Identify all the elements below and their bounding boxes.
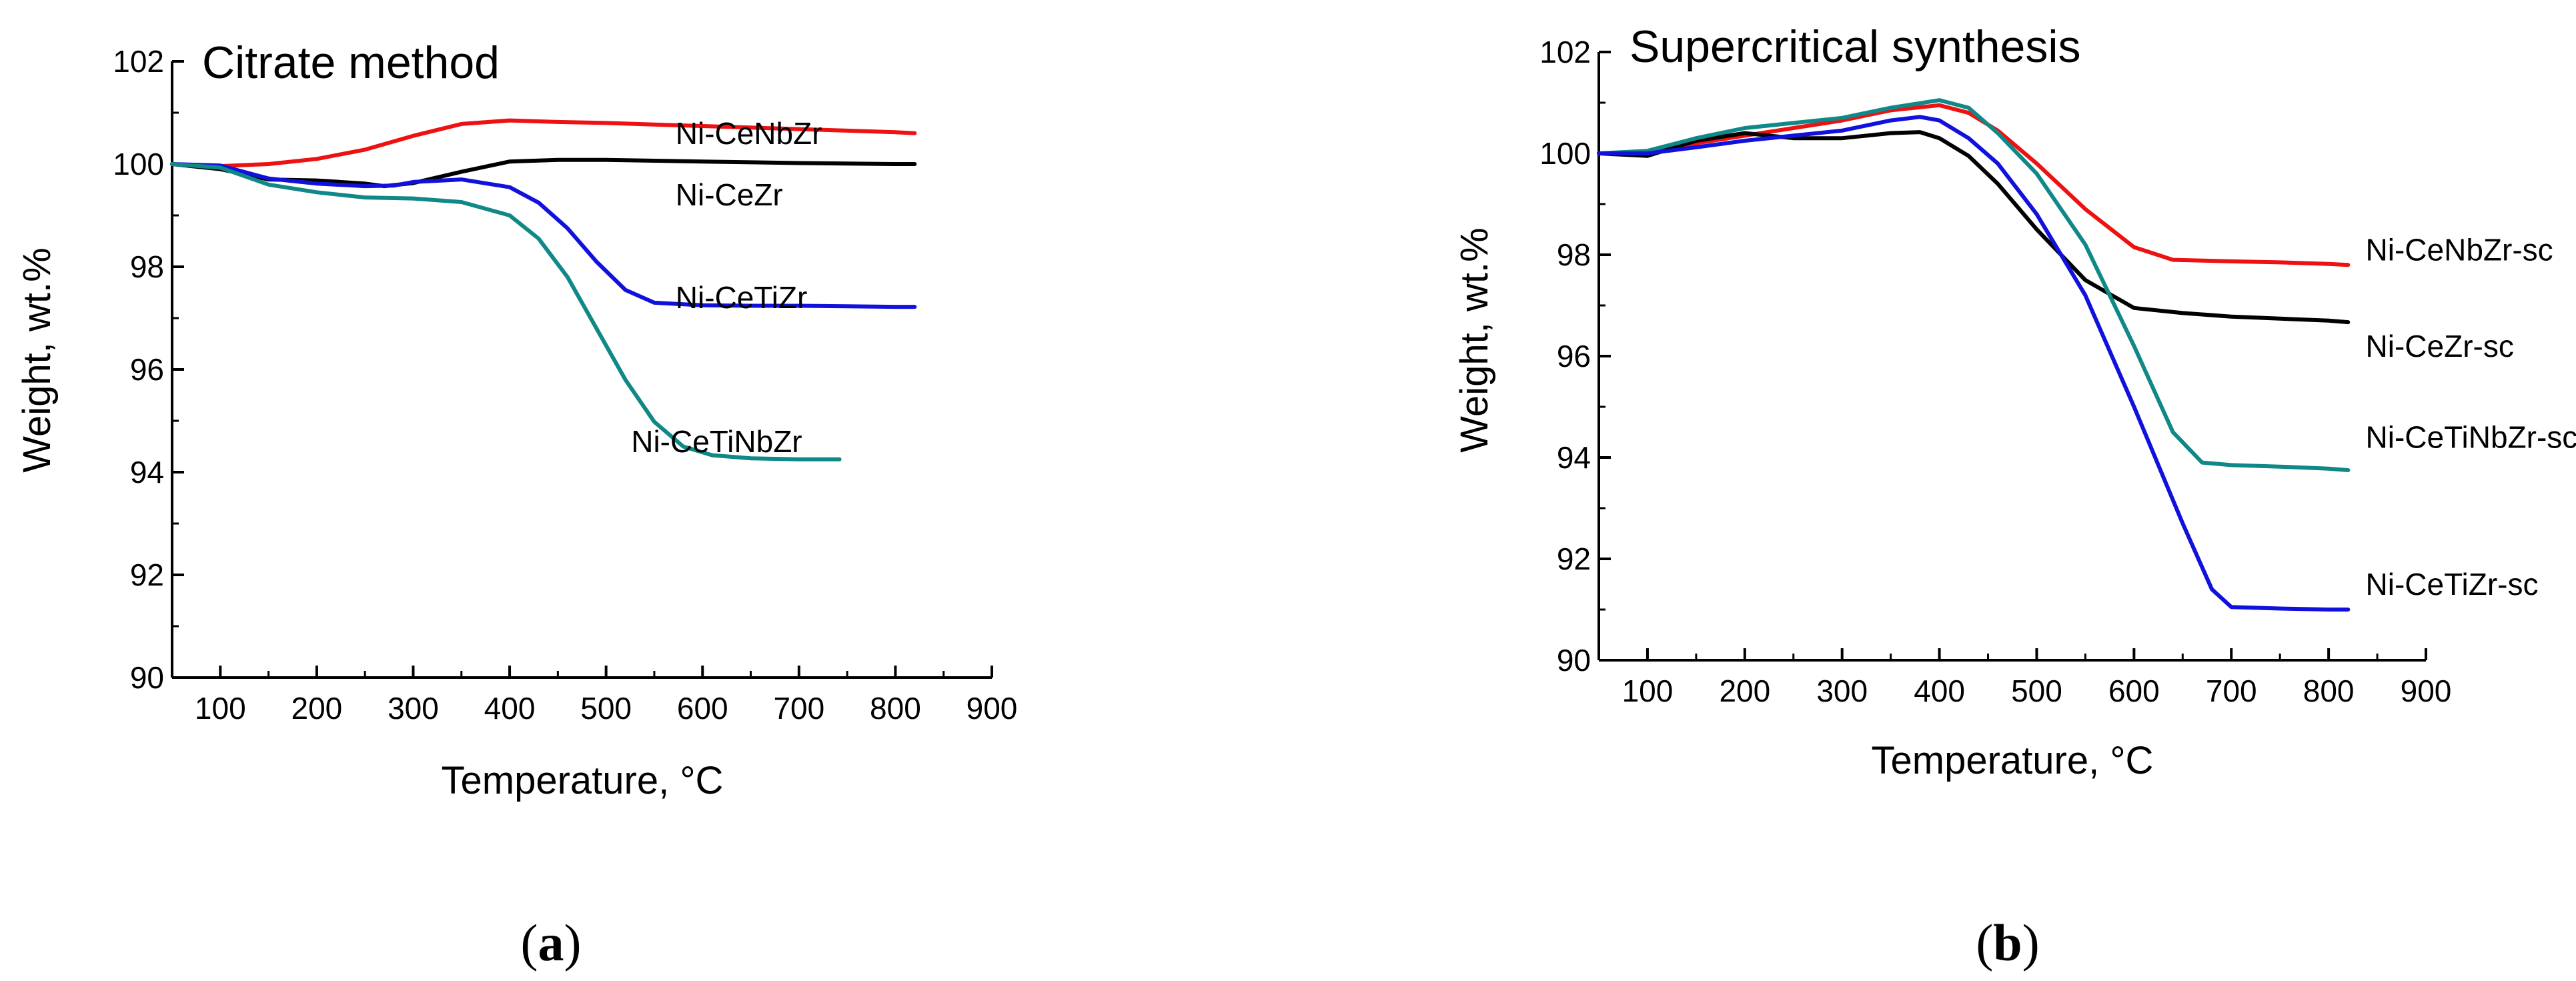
panel-b-series-label-ni-cenbzr-sc: Ni-CeNbZr-sc (2366, 232, 2553, 267)
panel-b-letter-text: b (1993, 914, 2022, 972)
panel-b-y-tick-label: 94 (1557, 440, 1591, 475)
panel-a-y-tick-label: 92 (130, 558, 164, 592)
panel-a-x-tick-label: 400 (484, 691, 536, 726)
panel-a-x-tick-label: 700 (773, 691, 824, 726)
panel-a-letter: (a) (521, 914, 582, 972)
panel-a-series-label-ni-cezr: Ni-CeZr (676, 177, 783, 212)
panel-b-x-tick-label: 200 (1719, 674, 1770, 708)
panel-b-x-tick-label: 500 (2011, 674, 2062, 708)
panel-b-x-tick-label: 100 (1622, 674, 1674, 708)
panel-b-series-label-ni-cezr-sc: Ni-CeZr-sc (2366, 329, 2514, 363)
panel-a-x-tick-label: 600 (677, 691, 728, 726)
panel-a-x-tick-label: 800 (870, 691, 921, 726)
panel-a-y-tick-label: 102 (113, 44, 164, 79)
panel-a-x-tick-label: 500 (580, 691, 632, 726)
panel-b-chart: Supercritical synthesis Weight, wt.% Tem… (1453, 21, 2576, 972)
panel-b-series-label-ni-cetizr-sc: Ni-CeTiZr-sc (2366, 567, 2539, 602)
panel-a-chart: Citrate method Weight, wt.% Temperature,… (15, 37, 1017, 972)
panel-a-xlabel: Temperature, °C (442, 759, 724, 802)
panel-a-y-tick-label: 96 (130, 352, 164, 387)
panel-a-x-tick-label: 300 (388, 691, 439, 726)
panel-a-ylabel: Weight, wt.% (15, 247, 59, 472)
panel-b-y-tick-label: 102 (1539, 35, 1591, 69)
panel-a-series-label-ni-cetizr: Ni-CeTiZr (676, 280, 808, 315)
panel-b-xlabel: Temperature, °C (1872, 739, 2154, 782)
panel-b-letter: (b) (1976, 914, 2039, 972)
panel-b-y-tick-label: 90 (1557, 643, 1591, 678)
panel-b-series-ni-cezr-sc (1597, 130, 2351, 325)
panel-a-title: Citrate method (202, 37, 500, 88)
panel-a-series-ni-cenbzr (170, 118, 917, 169)
panel-a-x-tick-label: 900 (967, 691, 1018, 726)
panel-a-x-tick-label: 100 (195, 691, 246, 726)
panel-a-y-tick-label: 98 (130, 249, 164, 284)
panel-a-series-ni-cetizr (170, 162, 917, 309)
panel-b-title: Supercritical synthesis (1630, 21, 2080, 72)
panel-b-y-tick-label: 92 (1557, 542, 1591, 576)
panel-a-x-tick-label: 200 (291, 691, 343, 726)
panel-b-x-tick-label: 900 (2401, 674, 2452, 708)
panel-a-series-label-ni-cetinbzr: Ni-CeTiNbZr (631, 424, 802, 459)
panel-b-x-tick-label: 400 (1914, 674, 1965, 708)
panel-b-x-tick-label: 800 (2303, 674, 2355, 708)
panel-a-y-tick-label: 90 (130, 660, 164, 695)
panel-b-series-ni-cetizr-sc (1597, 115, 2351, 612)
panel-b-y-tick-label: 96 (1557, 339, 1591, 373)
panel-b-y-tick-label: 98 (1557, 237, 1591, 272)
panel-a-letter-text: a (538, 914, 564, 972)
panel-b-y-tick-label: 100 (1539, 136, 1591, 171)
panel-b-series-ni-cetinbzr-sc (1597, 98, 2351, 472)
panel-b-x-tick-label: 700 (2206, 674, 2257, 708)
panel-a-series-label-ni-cenbzr: Ni-CeNbZr (676, 116, 822, 151)
panel-b-x-tick-label: 600 (2108, 674, 2160, 708)
panel-a-y-tick-label: 100 (113, 147, 164, 181)
panel-b-ylabel: Weight, wt.% (1453, 227, 1496, 452)
panel-b-series-label-ni-cetinbzr-sc: Ni-CeTiNbZr-sc (2366, 420, 2576, 455)
panel-a-series-ni-cetinbzr (170, 162, 842, 461)
panel-b-x-tick-label: 300 (1816, 674, 1868, 708)
panel-a-y-tick-label: 94 (130, 455, 164, 489)
panel-b-series-ni-cenbzr-sc (1597, 103, 2351, 267)
